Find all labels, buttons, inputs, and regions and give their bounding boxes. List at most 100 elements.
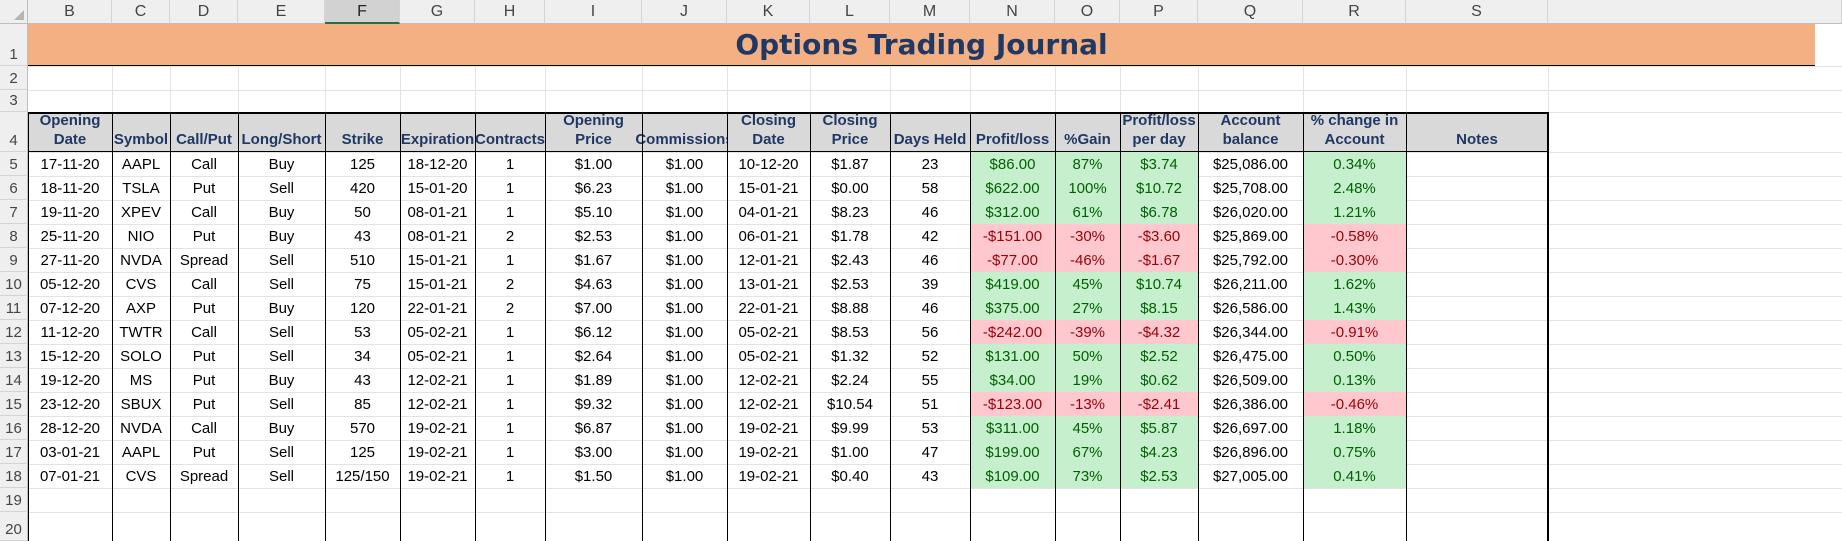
row-header-1[interactable]: 1 [0, 24, 28, 66]
cell-contracts[interactable]: 1 [505, 419, 515, 437]
cell-opening-date[interactable]: 11-12-20 [40, 323, 100, 341]
column-header-f[interactable]: F [325, 0, 400, 24]
cell-profit-loss[interactable]: $375.00 [970, 296, 1055, 320]
cell-closing-date[interactable]: 19-02-21 [738, 443, 799, 461]
cell-closing-date[interactable]: 04-01-21 [738, 203, 799, 221]
column-header-d[interactable]: D [170, 0, 238, 24]
column-header-s[interactable]: S [1406, 0, 1548, 24]
cell-pl-per-day[interactable]: $2.53 [1120, 464, 1198, 488]
cell-strike[interactable]: 125/150 [335, 467, 390, 485]
cell-balance[interactable]: $26,211.00 [1213, 275, 1288, 293]
cell-closing-date[interactable]: 19-02-21 [738, 467, 799, 485]
cell-long-short[interactable]: Sell [268, 251, 294, 269]
cell-opening-price[interactable]: $1.67 [574, 251, 613, 269]
row-header-4[interactable]: 4 [0, 112, 28, 152]
row-header-6[interactable]: 6 [0, 176, 28, 200]
cell-opening-date[interactable]: 17-11-20 [40, 155, 100, 173]
cell-balance[interactable]: $26,386.00 [1212, 395, 1289, 413]
cell-long-short[interactable]: Sell [268, 395, 294, 413]
cell-strike[interactable]: 120 [349, 299, 376, 317]
cell-gain[interactable]: -46% [1055, 248, 1120, 272]
cell-closing-price[interactable]: $1.78 [831, 227, 869, 245]
cell-contracts[interactable]: 1 [505, 467, 515, 485]
cell-commissions[interactable]: $1.00 [665, 179, 704, 197]
cell-symbol[interactable]: NVDA [120, 251, 162, 269]
cell-pct-change[interactable]: 1.21% [1303, 200, 1406, 224]
cell-days-held[interactable]: 43 [921, 467, 939, 485]
cell-closing-price[interactable]: $2.43 [831, 251, 869, 269]
cell-gain[interactable]: 87% [1055, 152, 1120, 176]
cell-gain[interactable]: 67% [1055, 440, 1120, 464]
cell-notes[interactable] [1406, 392, 1548, 416]
column-header-k[interactable]: K [727, 0, 810, 24]
row-header-2[interactable]: 2 [0, 66, 28, 90]
cell-pl-per-day[interactable]: $2.52 [1120, 344, 1198, 368]
cell-closing-price[interactable]: $0.00 [831, 179, 869, 197]
cell-pct-change[interactable]: -0.91% [1303, 320, 1406, 344]
row-header-13[interactable]: 13 [0, 344, 28, 368]
cell-contracts[interactable]: 1 [505, 443, 515, 461]
cell-days-held[interactable]: 39 [921, 275, 939, 293]
cell-long-short[interactable]: Buy [268, 203, 295, 221]
cell-notes[interactable] [1406, 320, 1548, 344]
cell-opening-date[interactable]: 23-12-20 [39, 395, 101, 413]
cell-symbol[interactable]: MS [129, 371, 153, 389]
column-header-p[interactable]: P [1120, 0, 1198, 24]
cell-pl-per-day[interactable]: $4.23 [1120, 440, 1198, 464]
cell-strike[interactable]: 85 [354, 395, 371, 413]
cell-call-put[interactable]: Put [192, 299, 216, 317]
cell-commissions[interactable]: $1.00 [665, 275, 704, 293]
cell-days-held[interactable]: 47 [921, 443, 939, 461]
cell-call-put[interactable]: Call [191, 323, 217, 341]
cell-symbol[interactable]: SBUX [120, 395, 162, 413]
cell-pct-change[interactable]: 0.75% [1303, 440, 1406, 464]
cell-opening-date[interactable]: 25-11-20 [40, 227, 100, 245]
cell-gain[interactable]: 19% [1055, 368, 1120, 392]
header-call-put[interactable]: Call/Put [170, 112, 238, 152]
cell-days-held[interactable]: 56 [921, 323, 939, 341]
cell-days-held[interactable]: 53 [921, 419, 939, 437]
cell-days-held[interactable]: 46 [921, 251, 939, 269]
cell-pl-per-day[interactable]: $0.62 [1120, 368, 1198, 392]
cell-days-held[interactable]: 42 [921, 227, 939, 245]
cell-call-put[interactable]: Put [192, 347, 216, 365]
cell-expiration[interactable]: 22-01-21 [407, 299, 468, 317]
row-header-17[interactable]: 17 [0, 440, 28, 464]
cell-opening-price[interactable]: $4.63 [574, 275, 613, 293]
cell-commissions[interactable]: $1.00 [665, 419, 704, 437]
cell-pl-per-day[interactable]: $6.78 [1120, 200, 1198, 224]
cell-days-held[interactable]: 46 [921, 203, 939, 221]
cell-opening-date[interactable]: 15-12-20 [39, 347, 101, 365]
cell-expiration[interactable]: 15-01-21 [407, 275, 468, 293]
cell-closing-date[interactable]: 06-01-21 [738, 227, 799, 245]
cell-call-put[interactable]: Call [191, 419, 217, 437]
cell-gain[interactable]: -13% [1055, 392, 1120, 416]
cell-contracts[interactable]: 1 [505, 155, 515, 173]
cell-symbol[interactable]: NVDA [120, 419, 162, 437]
header-commissions[interactable]: Commissions [635, 112, 734, 152]
cell-notes[interactable] [1406, 296, 1548, 320]
cell-opening-date[interactable]: 07-12-20 [39, 299, 101, 317]
cell-days-held[interactable]: 46 [921, 299, 939, 317]
cell-balance[interactable]: $25,869.00 [1212, 227, 1289, 245]
cell-commissions[interactable]: $1.00 [665, 251, 704, 269]
cell-expiration[interactable]: 05-02-21 [407, 323, 468, 341]
cell-profit-loss[interactable]: $622.00 [970, 176, 1055, 200]
cell-call-put[interactable]: Put [192, 395, 216, 413]
header-pl-per-day[interactable]: Profit/loss per day [1120, 112, 1198, 152]
cell-expiration[interactable]: 05-02-21 [407, 347, 468, 365]
cell-notes[interactable] [1406, 248, 1548, 272]
cell-pct-change[interactable]: 1.62% [1303, 272, 1406, 296]
cell-commissions[interactable]: $1.00 [665, 347, 704, 365]
cell-call-put[interactable]: Spread [179, 251, 229, 269]
cell-call-put[interactable]: Put [192, 443, 216, 461]
cell-pct-change[interactable]: 0.34% [1303, 152, 1406, 176]
cell-balance[interactable]: $25,086.00 [1212, 155, 1289, 173]
row-header-9[interactable]: 9 [0, 248, 28, 272]
cell-pl-per-day[interactable]: $5.87 [1120, 416, 1198, 440]
cell-long-short[interactable]: Buy [268, 155, 295, 173]
header-notes[interactable]: Notes [1406, 112, 1548, 152]
row-header-18[interactable]: 18 [0, 464, 28, 488]
cell-call-put[interactable]: Call [191, 155, 217, 173]
cell-pct-change[interactable]: 1.43% [1303, 296, 1406, 320]
